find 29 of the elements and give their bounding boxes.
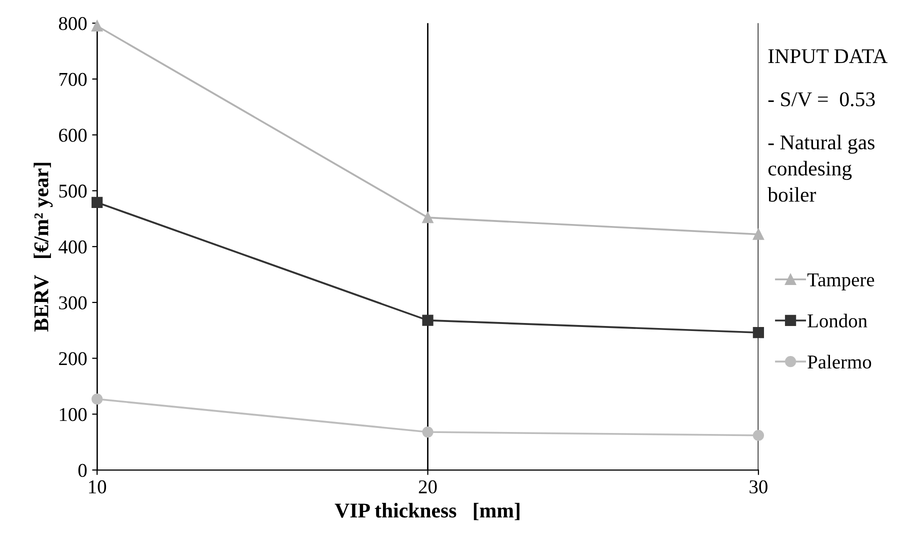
text: INPUT DATA — [768, 49, 888, 64]
x-tick-label: 20 — [418, 480, 437, 494]
y-tick-label: 500 — [59, 184, 87, 198]
text: - Natural gas condesing boiler — [768, 134, 874, 202]
y-tick-label: 800 — [58, 16, 87, 30]
y-tick-label: 100 — [60, 408, 87, 422]
point — [92, 20, 103, 32]
text: - S/V = 0.53 — [768, 92, 875, 106]
x-tick-label: 10 — [89, 480, 106, 494]
y-tick-label: 200 — [59, 352, 87, 366]
x-tick-label: 30 — [750, 480, 768, 494]
y-axis-title: BERV [€/m² year] — [34, 162, 53, 332]
y-tick-label: 700 — [59, 72, 87, 86]
point — [422, 212, 434, 224]
point — [752, 228, 764, 240]
y-tick-label: 400 — [58, 240, 87, 254]
y-tick-label: 300 — [59, 296, 87, 310]
point — [752, 430, 764, 441]
legend-label: Tampere — [807, 273, 874, 290]
legend-label: Palermo — [808, 354, 872, 369]
point — [422, 314, 434, 326]
y-tick-label: 600 — [59, 128, 87, 142]
y-tick-label: 0 — [78, 464, 87, 477]
point — [752, 327, 764, 338]
point — [422, 426, 434, 438]
point — [92, 196, 103, 208]
x-axis-title: VIP thickness [mm] — [334, 502, 520, 520]
point — [92, 394, 103, 405]
legend-label: London — [808, 314, 868, 328]
